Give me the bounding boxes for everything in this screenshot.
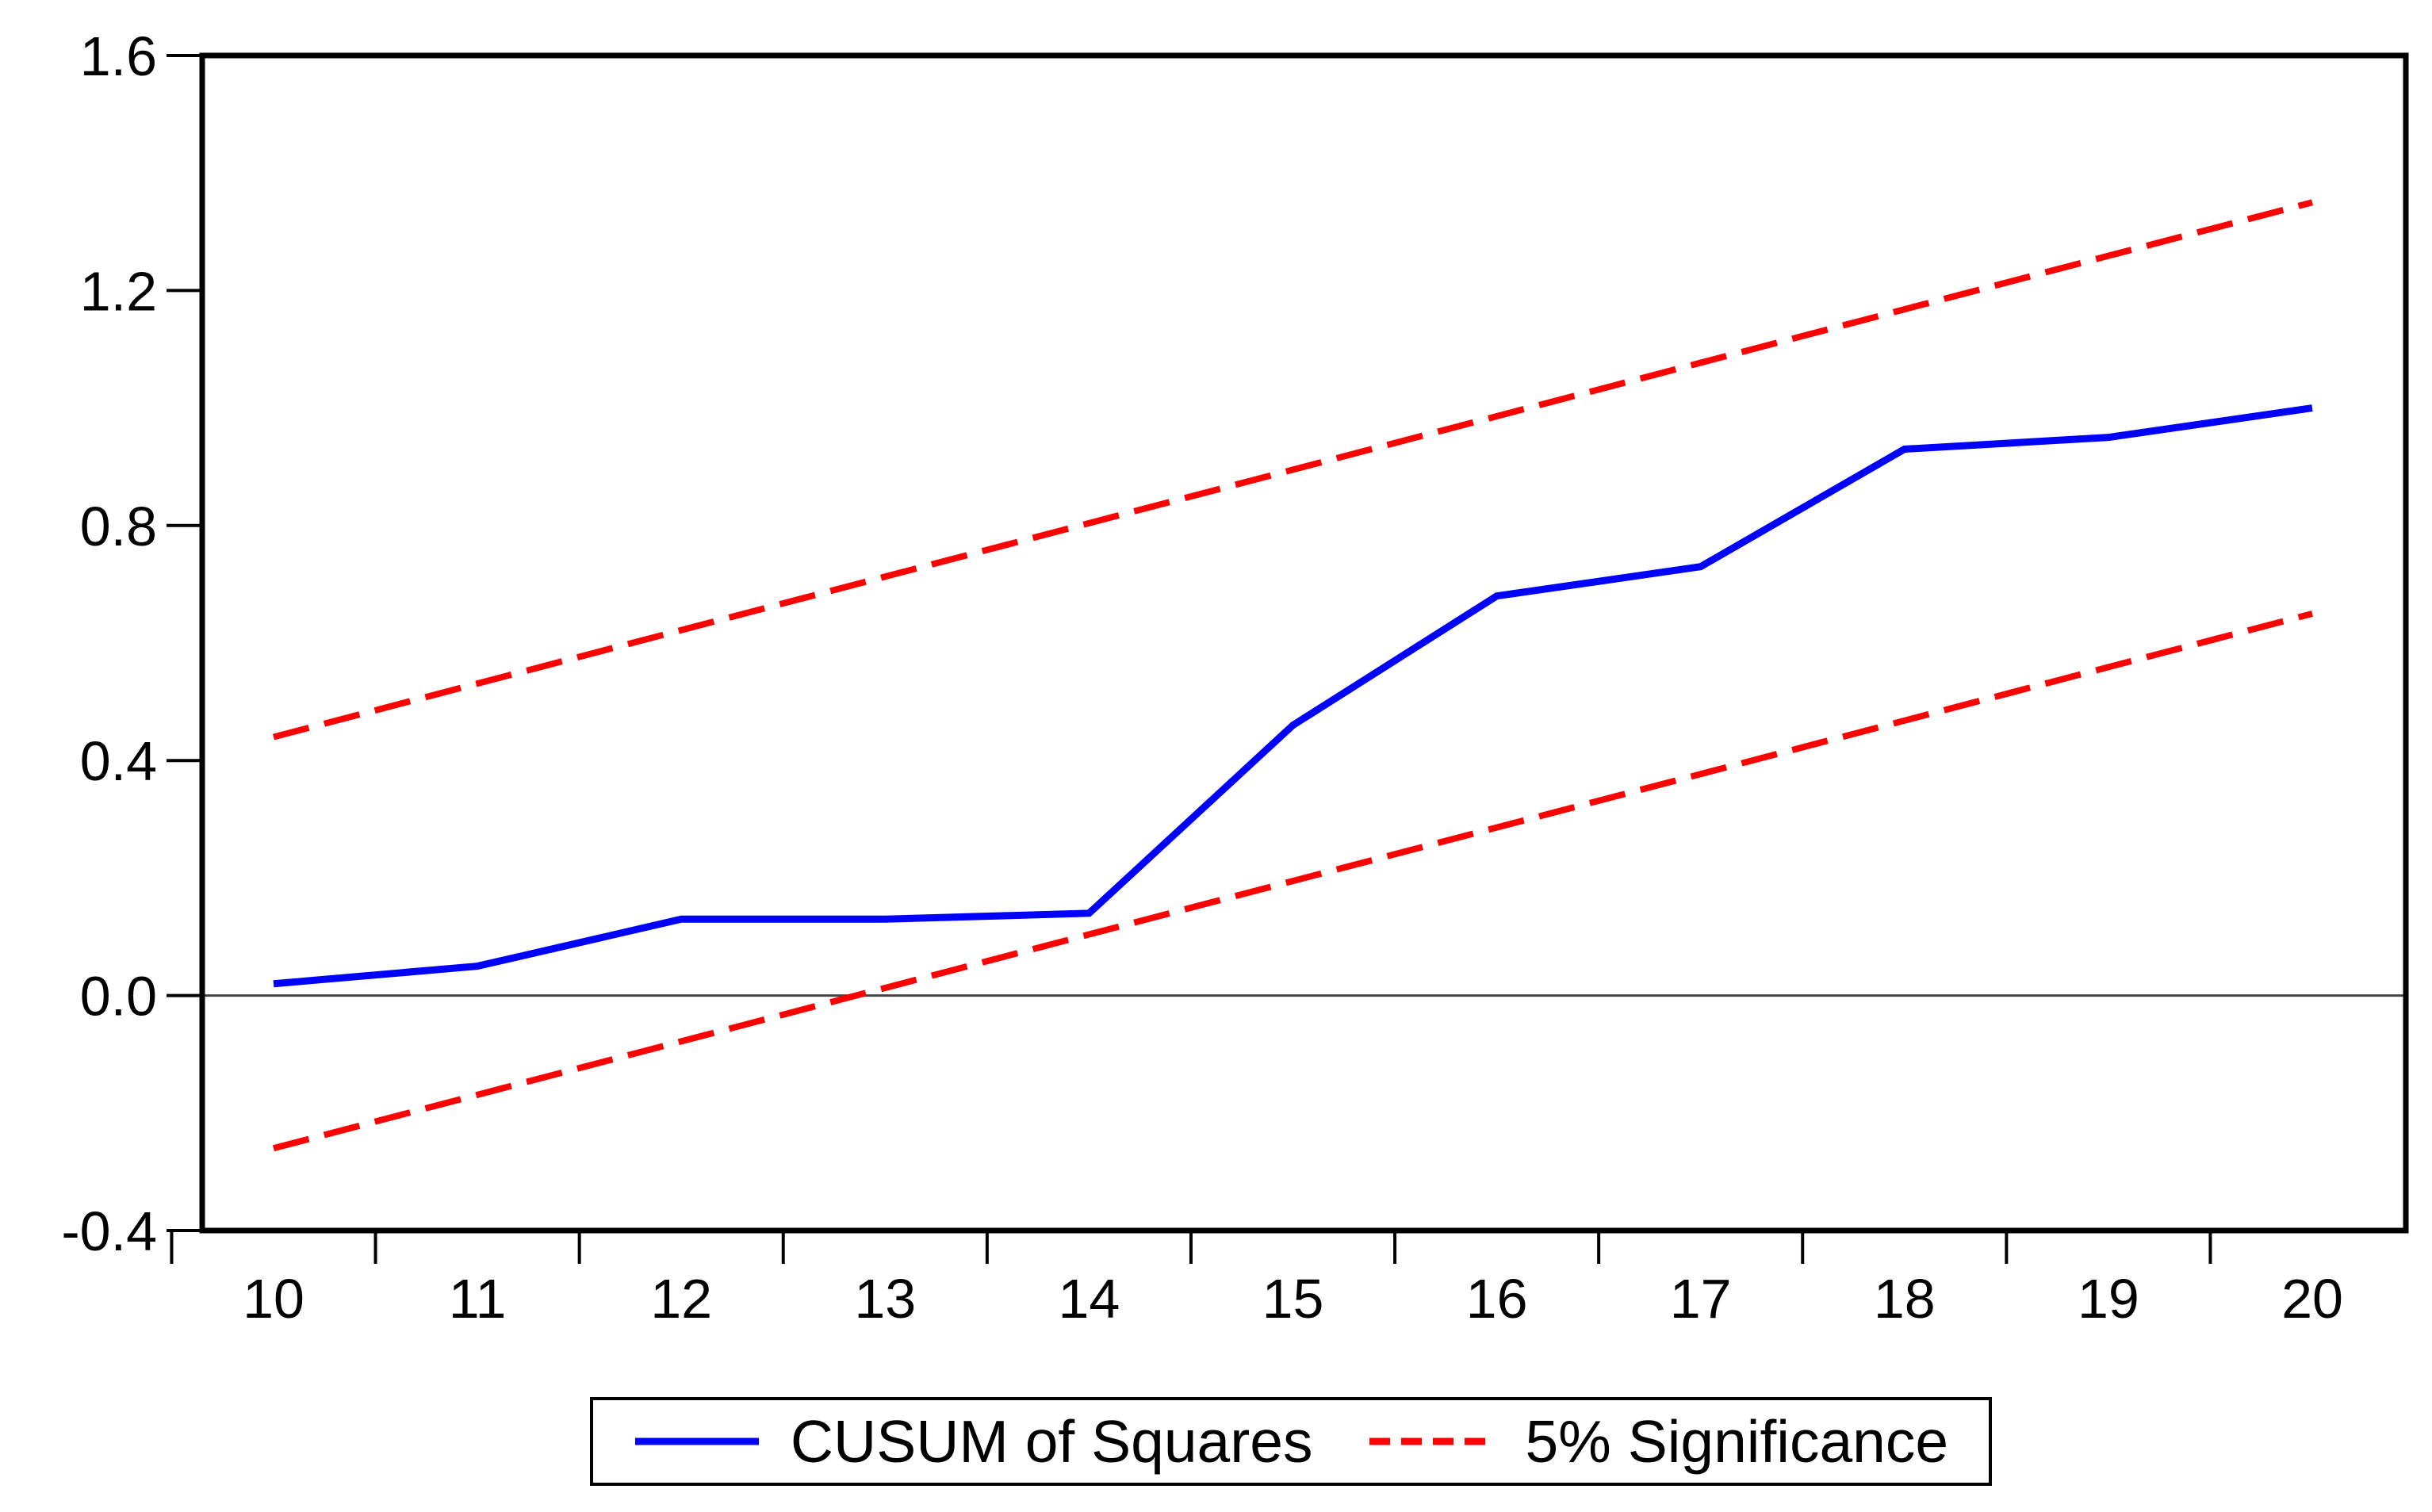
series-line-1	[272, 199, 2314, 741]
series-line-2	[272, 611, 2314, 1152]
legend-item-significance: 5% Significance	[1368, 1407, 1949, 1475]
x-tick-label: 13	[854, 1268, 916, 1330]
y-tick-label: 1.6	[80, 25, 157, 87]
x-tick-label: 15	[1262, 1268, 1324, 1330]
legend: CUSUM of Squares 5% Significance	[590, 1397, 1992, 1486]
y-tick-label: 0.4	[80, 730, 157, 792]
dashed-line-swatch-icon	[1369, 1437, 1494, 1445]
x-tick-label: 11	[449, 1268, 507, 1330]
x-tick-label: 19	[2078, 1268, 2139, 1330]
x-tick-label: 10	[243, 1268, 304, 1330]
x-tick-label: 18	[1874, 1268, 1936, 1330]
x-tick-label: 17	[1670, 1268, 1732, 1330]
y-tick-label: 0.0	[80, 966, 157, 1028]
x-tick-label: 16	[1466, 1268, 1528, 1330]
x-tick-label: 12	[650, 1268, 712, 1330]
series-line-0	[273, 404, 2313, 988]
x-tick-label: 14	[1058, 1268, 1120, 1330]
y-tick-label: 0.8	[80, 496, 157, 557]
y-tick-label: -0.4	[61, 1200, 157, 1262]
x-tick-label: 20	[2281, 1268, 2343, 1330]
plot-frame	[199, 52, 2409, 1234]
legend-item-cusum: CUSUM of Squares	[634, 1407, 1313, 1475]
y-tick-label: 1.2	[80, 260, 157, 322]
legend-label-significance: 5% Significance	[1525, 1407, 1949, 1475]
legend-label-cusum: CUSUM of Squares	[790, 1407, 1313, 1475]
solid-line-swatch-icon	[634, 1437, 759, 1445]
